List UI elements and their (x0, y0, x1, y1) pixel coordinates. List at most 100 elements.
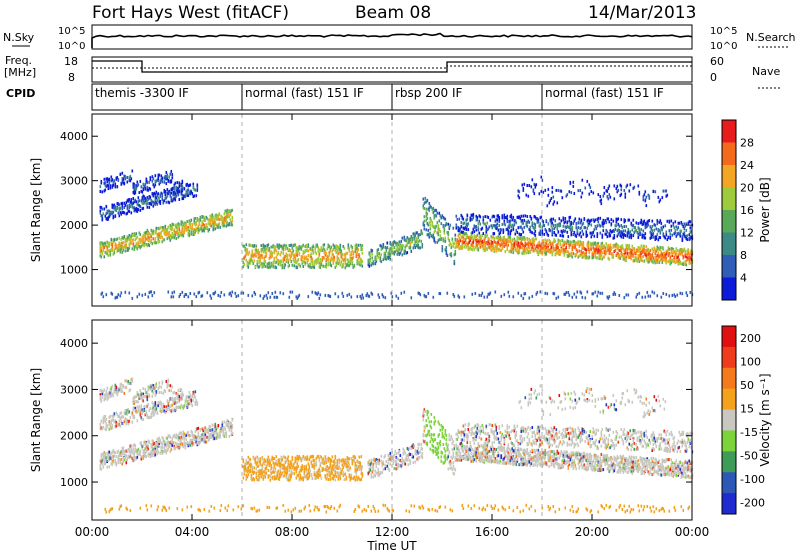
range-cell (358, 261, 361, 265)
range-cell (318, 296, 321, 300)
range-cell (144, 236, 147, 240)
range-cell (149, 195, 152, 199)
range-cell (336, 249, 339, 253)
range-cell (157, 240, 160, 244)
range-cell (99, 211, 102, 215)
range-cell (165, 228, 168, 231)
range-cell (442, 225, 445, 229)
range-cell (563, 229, 566, 233)
range-cell (181, 227, 184, 231)
range-cell (478, 242, 481, 246)
range-cell (529, 241, 532, 245)
range-cell (605, 242, 608, 246)
range-cell (690, 255, 693, 259)
range-cell (572, 233, 575, 236)
range-cell (686, 253, 689, 256)
range-cell (99, 393, 102, 397)
range-cell (135, 206, 138, 210)
range-cell (475, 225, 478, 228)
range-cell (116, 391, 119, 395)
nsky-panel (91, 24, 693, 50)
range-cell (152, 200, 155, 204)
range-cell (663, 235, 666, 239)
range-cell (196, 217, 199, 221)
range-cell (684, 260, 687, 264)
range-cell (270, 264, 273, 268)
range-cell (111, 392, 114, 396)
range-cell (647, 252, 650, 256)
range-cell (103, 189, 106, 193)
range-cell (447, 233, 450, 237)
range-cell (673, 257, 676, 261)
range-cell (592, 255, 595, 259)
range-cell (624, 248, 627, 252)
range-cell (278, 243, 281, 247)
range-cell (590, 231, 593, 235)
range-cell (141, 411, 144, 415)
range-cell (248, 259, 251, 263)
range-cell (434, 208, 437, 212)
range-cell (166, 232, 169, 236)
range-cell (606, 295, 609, 299)
range-cell (441, 245, 444, 248)
range-cell (645, 257, 648, 261)
range-cell (641, 233, 644, 237)
range-cell (172, 186, 175, 190)
range-cell (273, 247, 276, 251)
range-cell (620, 192, 623, 196)
range-cell (302, 265, 305, 268)
range-cell (464, 237, 467, 241)
range-cell (544, 228, 547, 231)
range-cell (583, 246, 586, 250)
range-cell (624, 192, 627, 196)
range-cell (679, 232, 682, 236)
range-cell (638, 246, 641, 250)
range-cell (392, 251, 395, 255)
range-cell (99, 209, 102, 213)
range-cell (627, 245, 630, 248)
range-cell (524, 292, 527, 296)
range-cell (277, 251, 280, 255)
range-cell (479, 222, 482, 226)
range-cell (129, 415, 132, 419)
range-cell (572, 239, 575, 243)
range-cell (419, 293, 422, 297)
range-cell (101, 218, 104, 222)
range-cell (115, 243, 118, 247)
range-cell (673, 255, 676, 259)
range-cell (103, 450, 106, 454)
range-cell (195, 221, 198, 225)
range-cell (172, 197, 175, 201)
range-cell (559, 243, 562, 246)
range-cell (235, 295, 238, 298)
range-cell (478, 293, 481, 297)
range-cell (648, 251, 651, 255)
range-cell (578, 249, 581, 253)
range-cell (678, 252, 681, 256)
range-cell (104, 183, 107, 187)
range-cell (640, 220, 643, 224)
range-cell (555, 188, 558, 192)
range-cell (538, 232, 541, 236)
range-cell (668, 259, 671, 263)
range-cell (569, 224, 572, 228)
range-cell (340, 253, 343, 257)
range-cell (613, 234, 616, 237)
range-cell (662, 252, 665, 255)
range-cell (146, 414, 149, 417)
range-cell (99, 244, 102, 248)
range-cell (509, 239, 512, 243)
range-cell (656, 233, 659, 237)
range-cell (143, 196, 146, 200)
range-cell (133, 233, 136, 237)
range-cell (242, 244, 245, 248)
range-cell (674, 295, 677, 298)
range-cell (600, 242, 603, 246)
range-cell (547, 222, 550, 226)
range-cell (129, 236, 132, 240)
range-cell (134, 199, 137, 203)
range-cell (158, 231, 161, 235)
range-cell (589, 247, 592, 251)
range-cell (458, 242, 461, 246)
range-cell (460, 221, 463, 224)
